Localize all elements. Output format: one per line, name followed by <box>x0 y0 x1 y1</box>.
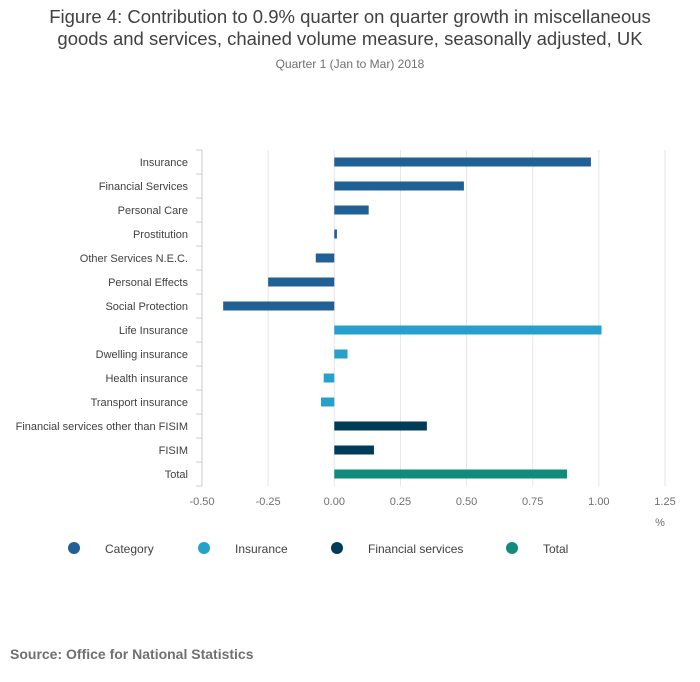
legend-marker <box>198 542 210 554</box>
category-label: Social Protection <box>105 301 188 313</box>
bar <box>334 445 374 455</box>
legend-label: Category <box>105 542 154 556</box>
legend-label: Total <box>543 542 568 556</box>
category-label: Financial Services <box>99 181 189 193</box>
legend-marker <box>506 542 518 554</box>
legend-label: Financial services <box>368 542 463 556</box>
legend-marker <box>68 542 80 554</box>
bar <box>334 229 337 239</box>
bar <box>334 421 427 431</box>
bar <box>315 253 335 263</box>
bar <box>321 397 335 407</box>
chart-subtitle: Quarter 1 (Jan to Mar) 2018 <box>275 57 425 71</box>
bar <box>334 325 602 335</box>
category-label: Prostitution <box>133 229 188 241</box>
x-tick-label: 1.25 <box>654 496 675 508</box>
x-tick-label: -0.50 <box>189 496 214 508</box>
category-label: Transport insurance <box>91 397 188 409</box>
x-tick-label: 1.00 <box>588 496 609 508</box>
category-label: Health insurance <box>105 373 188 385</box>
category-label: Insurance <box>140 157 188 169</box>
x-tick-label: 0.00 <box>324 496 345 508</box>
x-tick-label: 0.50 <box>456 496 477 508</box>
category-label: Personal Effects <box>108 277 188 289</box>
chart-title-line-1: Figure 4: Contribution to 0.9% quarter o… <box>49 6 651 27</box>
category-label: Financial services other than FISIM <box>16 421 188 433</box>
x-tick-label: 0.75 <box>522 496 543 508</box>
bar <box>334 181 464 191</box>
category-label: Personal Care <box>118 205 188 217</box>
bar <box>334 469 568 479</box>
category-label: FISIM <box>159 445 188 457</box>
category-label: Dwelling insurance <box>96 349 188 361</box>
legend-label: Insurance <box>235 542 288 556</box>
bar <box>334 157 591 167</box>
bar <box>334 349 348 359</box>
category-label: Other Services N.E.C. <box>80 253 188 265</box>
x-axis-label: % <box>655 517 665 529</box>
source-note: Source: Office for National Statistics <box>10 646 254 662</box>
bar <box>268 277 335 287</box>
chart-title-line-2: goods and services, chained volume measu… <box>57 28 643 49</box>
bar-chart: Insurance Financial Services Personal Care… <box>16 149 676 556</box>
category-label: Life Insurance <box>119 325 188 337</box>
bar <box>223 301 335 311</box>
chart-title: Figure 4: Contribution to 0.9% quarter o… <box>0 6 700 50</box>
category-label: Total <box>165 469 188 481</box>
x-tick-label: -0.25 <box>256 496 281 508</box>
legend-marker <box>331 542 343 554</box>
bar <box>334 205 369 215</box>
x-tick-label: 0.25 <box>390 496 411 508</box>
bar <box>323 373 335 383</box>
